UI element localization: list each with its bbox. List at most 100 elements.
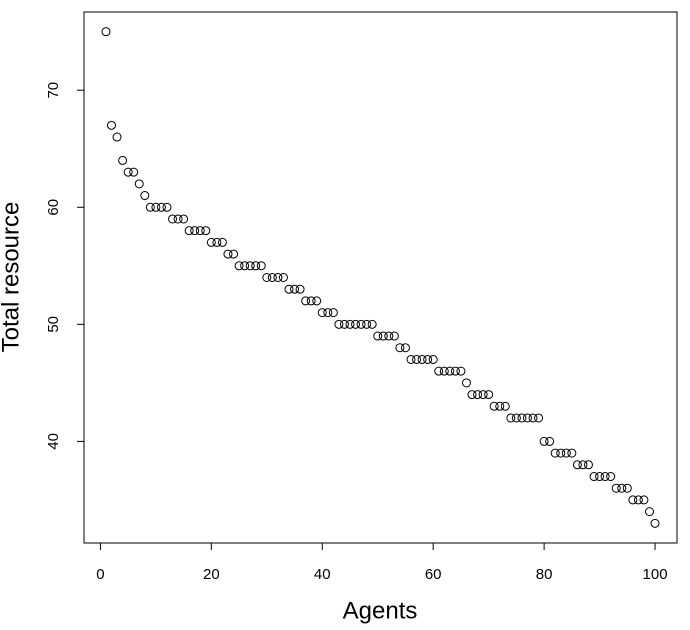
point (478, 390, 488, 400)
point (611, 483, 621, 493)
point (400, 343, 410, 353)
point (217, 237, 227, 247)
point (373, 331, 383, 341)
point (606, 472, 616, 482)
point (628, 495, 638, 505)
point (434, 366, 444, 376)
point (522, 413, 532, 423)
point (517, 413, 527, 423)
y-tick-label: 60 (45, 199, 62, 216)
point (179, 214, 189, 224)
point (589, 472, 599, 482)
point (112, 132, 122, 142)
x-tick-label: 0 (96, 566, 104, 583)
point (617, 483, 627, 493)
x-tick-label: 20 (203, 566, 220, 583)
point (539, 436, 549, 446)
point (118, 155, 128, 165)
point (223, 249, 233, 259)
point (500, 401, 510, 411)
point (140, 191, 150, 201)
point (567, 448, 577, 458)
point (339, 319, 349, 329)
point (201, 226, 211, 236)
y-axis-title: Total resource (0, 202, 24, 353)
x-tick-label: 100 (643, 566, 668, 583)
point (473, 390, 483, 400)
point (583, 460, 593, 470)
point (384, 331, 394, 341)
point (484, 390, 494, 400)
point (317, 308, 327, 318)
point (212, 237, 222, 247)
point (101, 27, 111, 37)
point (323, 308, 333, 318)
point (534, 413, 544, 423)
point (173, 214, 183, 224)
x-tick-label: 40 (314, 566, 331, 583)
point (134, 179, 144, 189)
point (439, 366, 449, 376)
point (262, 273, 272, 282)
point (312, 296, 322, 306)
point (184, 226, 194, 236)
point (467, 390, 477, 400)
y-tick-label: 40 (45, 433, 62, 450)
point (145, 202, 155, 212)
point (273, 273, 283, 282)
point (290, 284, 300, 294)
point (107, 120, 117, 130)
point (633, 495, 643, 505)
point (506, 413, 516, 423)
point (550, 448, 560, 458)
point (129, 167, 139, 177)
point (356, 319, 366, 329)
point (156, 202, 166, 212)
point (245, 261, 255, 271)
plot-box (83, 11, 678, 544)
x-tick-label: 80 (536, 566, 553, 583)
point (461, 378, 471, 388)
point (511, 413, 521, 423)
point (395, 343, 405, 353)
point (123, 167, 133, 177)
point (622, 483, 632, 493)
point (295, 284, 305, 294)
y-tick-label: 70 (45, 82, 62, 99)
point (328, 308, 338, 318)
point (251, 261, 261, 271)
point (650, 518, 660, 528)
point (445, 366, 455, 376)
point (528, 413, 538, 423)
point (489, 401, 499, 411)
point (572, 460, 582, 470)
point (595, 472, 605, 482)
point (456, 366, 466, 376)
point (168, 214, 178, 224)
point (351, 319, 361, 329)
point (545, 436, 555, 446)
point (278, 273, 288, 282)
point (362, 319, 372, 329)
point (389, 331, 399, 341)
point (644, 507, 654, 517)
point (423, 354, 433, 364)
point (639, 495, 649, 505)
point (190, 226, 200, 236)
point (229, 249, 239, 259)
point (267, 273, 277, 282)
point (412, 354, 422, 364)
point (234, 261, 244, 271)
point (578, 460, 588, 470)
point (450, 366, 460, 376)
x-axis-title: Agents (343, 597, 418, 624)
point (495, 401, 505, 411)
point (284, 284, 294, 294)
y-tick-label: 50 (45, 316, 62, 333)
point (561, 448, 571, 458)
point (345, 319, 355, 329)
point (428, 354, 438, 364)
point (600, 472, 610, 482)
x-tick-label: 60 (425, 566, 442, 583)
